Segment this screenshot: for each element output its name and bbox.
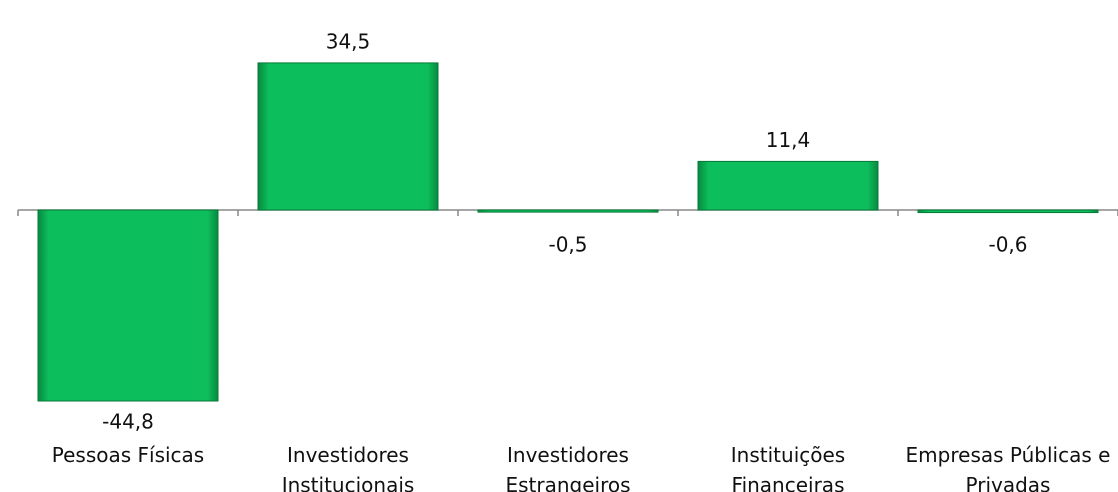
bar (477, 209, 659, 213)
bar (37, 209, 219, 402)
bar (917, 209, 1099, 214)
bar (257, 62, 439, 211)
data-label: -44,8 (102, 410, 154, 434)
data-label: 34,5 (326, 29, 371, 53)
data-label: -0,6 (988, 233, 1027, 257)
x-tick-label: Investidores Estrangeiros (505, 443, 631, 492)
data-label: 11,4 (766, 128, 811, 152)
data-label: -0,5 (548, 233, 587, 257)
bar (697, 160, 879, 211)
x-tick-label: Empresas Públicas e Privadas (905, 443, 1111, 492)
x-tick-label: Investidores Institucionais (281, 443, 415, 492)
x-tick-label: Pessoas Físicas (51, 443, 205, 467)
x-tick-label: Instituições Financeiras (730, 443, 846, 492)
